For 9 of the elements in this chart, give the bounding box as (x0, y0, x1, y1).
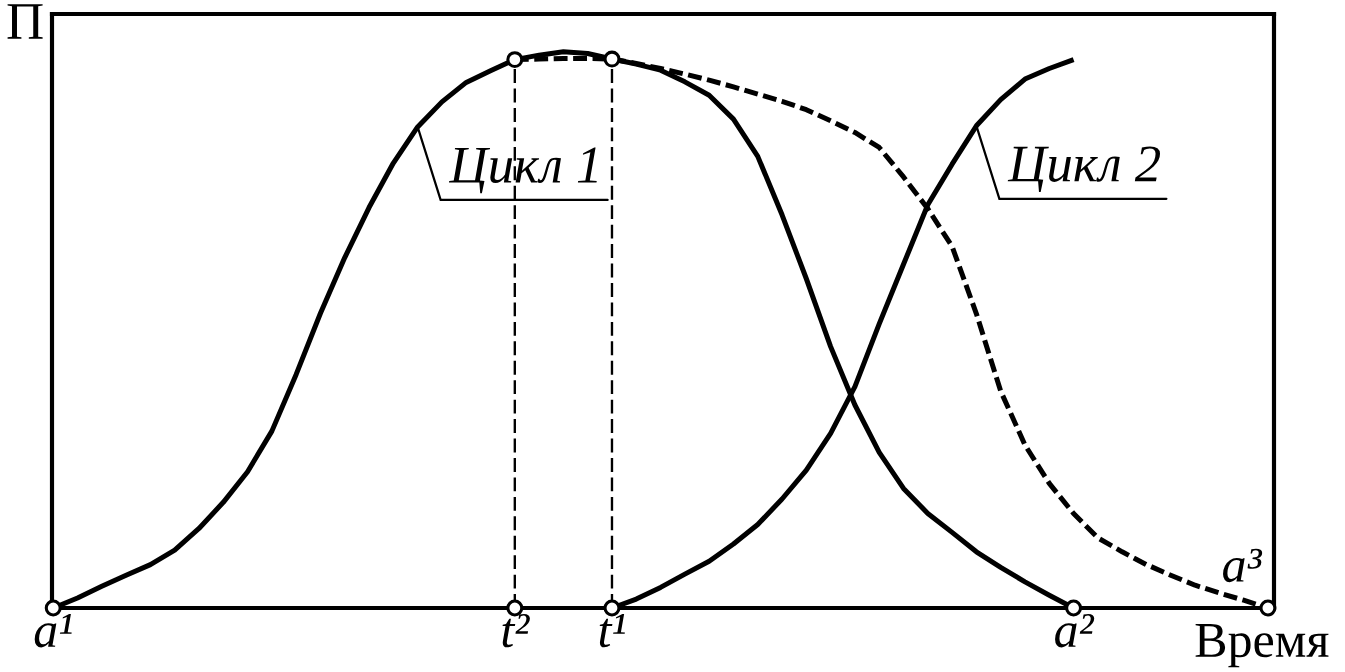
x-tick-label: t¹ (599, 614, 625, 648)
y-axis-title: П (7, 4, 43, 39)
series-label: Цикл 1 (448, 147, 597, 194)
series-label: Цикл 2 (1007, 146, 1161, 193)
x-tick-label: t² (502, 613, 530, 648)
x-tick-label: a¹ (34, 614, 72, 648)
x-tick-label: a² (1055, 613, 1095, 648)
x-axis-title: Время (1195, 623, 1329, 668)
series-label: a³ (1223, 548, 1263, 583)
